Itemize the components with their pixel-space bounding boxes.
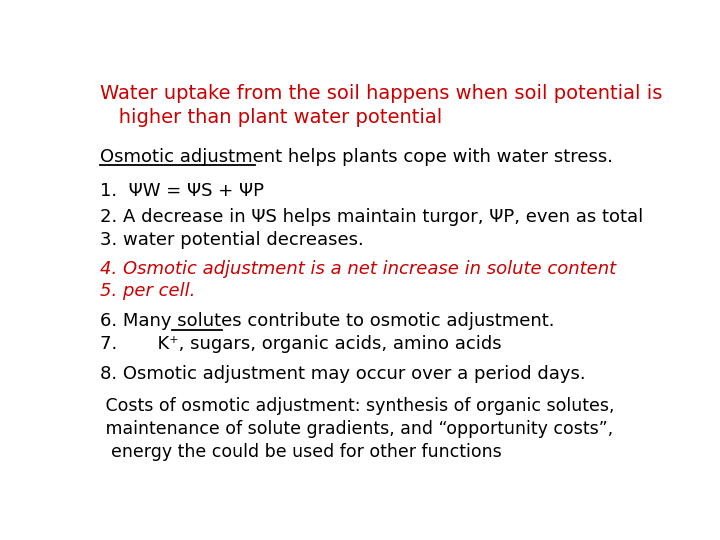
Text: higher than plant water potential: higher than plant water potential (100, 109, 442, 127)
Text: 6. Many solutes contribute to osmotic adjustment.: 6. Many solutes contribute to osmotic ad… (100, 312, 554, 330)
Text: maintenance of solute gradients, and “opportunity costs”,: maintenance of solute gradients, and “op… (100, 420, 613, 438)
Text: 7.       K⁺, sugars, organic acids, amino acids: 7. K⁺, sugars, organic acids, amino acid… (100, 335, 502, 353)
Text: 3. water potential decreases.: 3. water potential decreases. (100, 231, 364, 249)
Text: 1.  ΨW = ΨS + ΨP: 1. ΨW = ΨS + ΨP (100, 182, 264, 200)
Text: Water uptake from the soil happens when soil potential is: Water uptake from the soil happens when … (100, 84, 662, 103)
Text: Osmotic adjustment helps plants cope with water stress.: Osmotic adjustment helps plants cope wit… (100, 148, 613, 166)
Text: energy the could be used for other functions: energy the could be used for other funct… (100, 443, 502, 461)
Text: Costs of osmotic adjustment: synthesis of organic solutes,: Costs of osmotic adjustment: synthesis o… (100, 397, 615, 415)
Text: 4. Osmotic adjustment is a net increase in solute content: 4. Osmotic adjustment is a net increase … (100, 260, 616, 278)
Text: 8. Osmotic adjustment may occur over a period days.: 8. Osmotic adjustment may occur over a p… (100, 365, 585, 383)
Text: 2. A decrease in ΨS helps maintain turgor, ΨP, even as total: 2. A decrease in ΨS helps maintain turgo… (100, 208, 643, 226)
Text: 5. per cell.: 5. per cell. (100, 282, 195, 300)
